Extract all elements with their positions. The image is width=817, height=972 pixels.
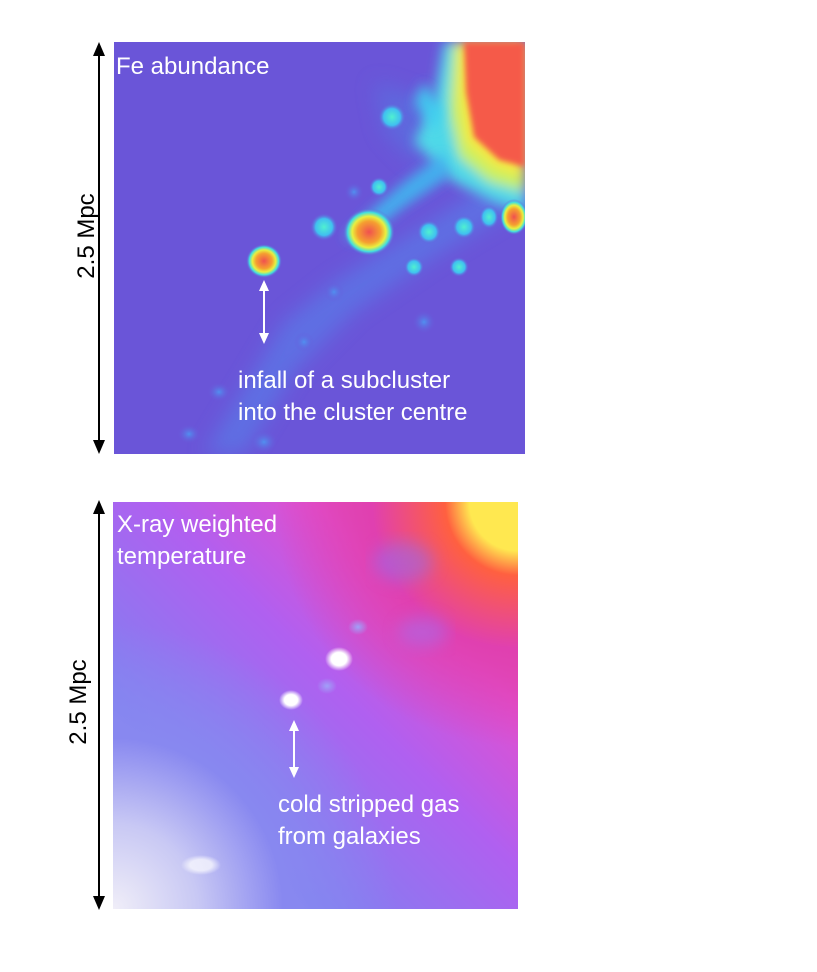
temperature-annotation-line1: cold stripped gas	[278, 791, 460, 818]
fe-annotation-arrow	[259, 280, 269, 344]
scale-arrow-top	[93, 42, 105, 454]
fe-annotation-line1: infall of a subcluster	[238, 367, 451, 394]
fe-abundance-image	[114, 42, 525, 454]
scale-label-top: 2.5 Mpc	[73, 193, 100, 279]
fe-panel-title: Fe abundance	[116, 53, 270, 80]
scale-arrow-bottom	[93, 500, 105, 910]
temperature-annotation-arrow	[289, 720, 299, 778]
temperature-map: X-ray weighted temperature cold stripped…	[113, 502, 518, 909]
fe-annotation-line2: into the cluster centre	[238, 399, 468, 426]
temperature-annotation-line2: from galaxies	[278, 823, 421, 850]
temperature-panel-title-line2: temperature	[117, 543, 247, 570]
temperature-image	[113, 502, 518, 909]
scale-label-bottom: 2.5 Mpc	[65, 659, 92, 745]
temperature-panel-title-line1: X-ray weighted	[117, 511, 278, 538]
fe-abundance-map: Fe abundance infall of a subcluster into…	[114, 42, 525, 454]
